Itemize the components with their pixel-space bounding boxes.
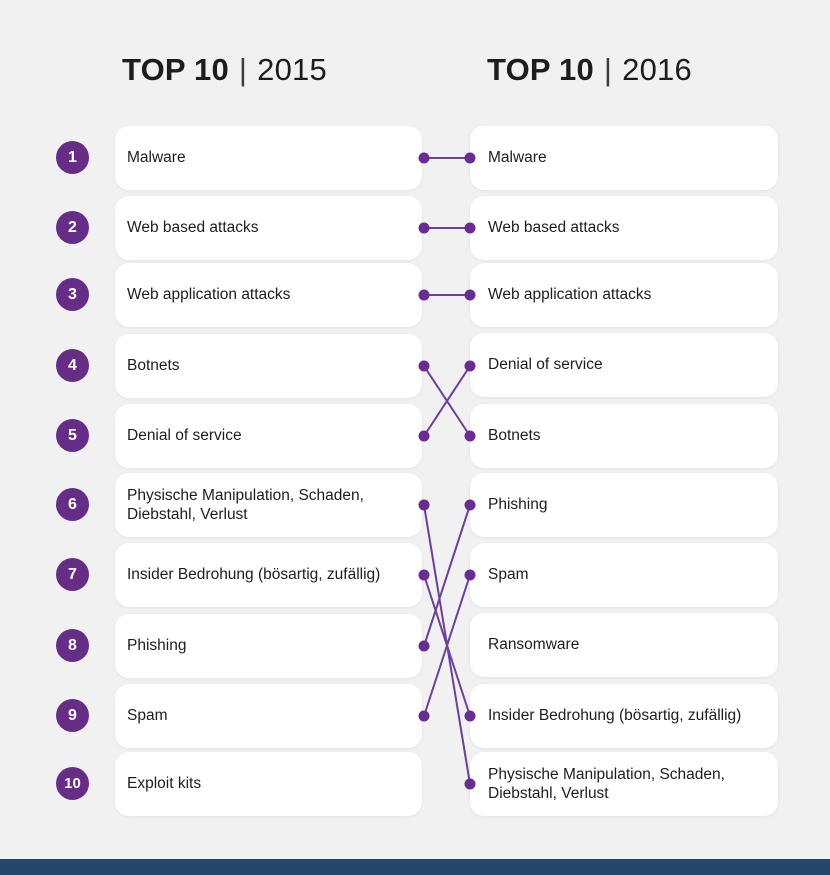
threat-label: Web based attacks: [488, 219, 620, 237]
rank-badge-7: 7: [56, 558, 89, 591]
threat-label: Phishing: [488, 496, 548, 514]
header-2016-top10: TOP 10: [487, 52, 594, 87]
threat-card-2016-3: Web application attacks: [470, 263, 778, 327]
threat-label: Spam: [127, 707, 168, 725]
threat-label: Insider Bedrohung (bösartig, zufällig): [488, 707, 742, 725]
rank-badge-2: 2: [56, 211, 89, 244]
threat-label: Spam: [488, 566, 529, 584]
threat-label: Physische Manipulation, Schaden, Diebsta…: [127, 486, 364, 523]
threat-card-2015-9: Spam: [115, 684, 422, 748]
header-2016: TOP 10 | 2016: [487, 52, 692, 88]
threat-card-2016-6: Phishing: [470, 473, 778, 537]
threat-label: Insider Bedrohung (bösartig, zufällig): [127, 566, 381, 584]
header-2015-separator: |: [238, 52, 248, 87]
threat-label: Phishing: [127, 637, 187, 655]
threat-label: Botnets: [127, 357, 180, 375]
threat-card-2015-3: Web application attacks: [115, 263, 422, 327]
threat-card-2015-2: Web based attacks: [115, 196, 422, 260]
rank-badge-8: 8: [56, 629, 89, 662]
rank-badge-4: 4: [56, 349, 89, 382]
footer-bar: [0, 859, 830, 875]
threat-card-2016-10: Physische Manipulation, Schaden, Diebsta…: [470, 752, 778, 816]
threat-card-2015-7: Insider Bedrohung (bösartig, zufällig): [115, 543, 422, 607]
rank-badge-5: 5: [56, 419, 89, 452]
threat-label: Botnets: [488, 427, 541, 445]
rank-badge-1: 1: [56, 141, 89, 174]
threat-label: Malware: [127, 149, 186, 167]
threat-card-2015-8: Phishing: [115, 614, 422, 678]
rank-badge-6: 6: [56, 488, 89, 521]
threat-card-2015-1: Malware: [115, 126, 422, 190]
threat-card-2015-6: Physische Manipulation, Schaden, Diebsta…: [115, 473, 422, 537]
threat-card-2016-2: Web based attacks: [470, 196, 778, 260]
threat-card-2016-4: Denial of service: [470, 333, 778, 397]
threat-label: Web application attacks: [488, 286, 652, 304]
header-2015-top10: TOP 10: [122, 52, 229, 87]
threat-card-2016-1: Malware: [470, 126, 778, 190]
threat-card-2016-5: Botnets: [470, 404, 778, 468]
threat-label: Exploit kits: [127, 775, 202, 793]
header-2016-separator: |: [603, 52, 613, 87]
threat-label: Denial of service: [488, 356, 603, 374]
header-2016-year: 2016: [622, 52, 692, 87]
threat-card-2016-9: Insider Bedrohung (bösartig, zufällig): [470, 684, 778, 748]
threat-card-2016-7: Spam: [470, 543, 778, 607]
threat-card-2016-8: Ransomware: [470, 613, 778, 677]
rank-badge-10: 10: [56, 767, 89, 800]
threat-card-2015-10: Exploit kits: [115, 752, 422, 816]
threat-label: Physische Manipulation, Schaden, Diebsta…: [488, 765, 725, 802]
header-2015: TOP 10 | 2015: [122, 52, 327, 88]
rank-badge-9: 9: [56, 699, 89, 732]
rank-badge-3: 3: [56, 278, 89, 311]
threat-card-2015-5: Denial of service: [115, 404, 422, 468]
threat-label: Ransomware: [488, 636, 580, 654]
threat-card-2015-4: Botnets: [115, 334, 422, 398]
threat-label: Web application attacks: [127, 286, 291, 304]
header-2015-year: 2015: [257, 52, 327, 87]
threat-label: Denial of service: [127, 427, 242, 445]
threat-label: Web based attacks: [127, 219, 259, 237]
threat-label: Malware: [488, 149, 547, 167]
